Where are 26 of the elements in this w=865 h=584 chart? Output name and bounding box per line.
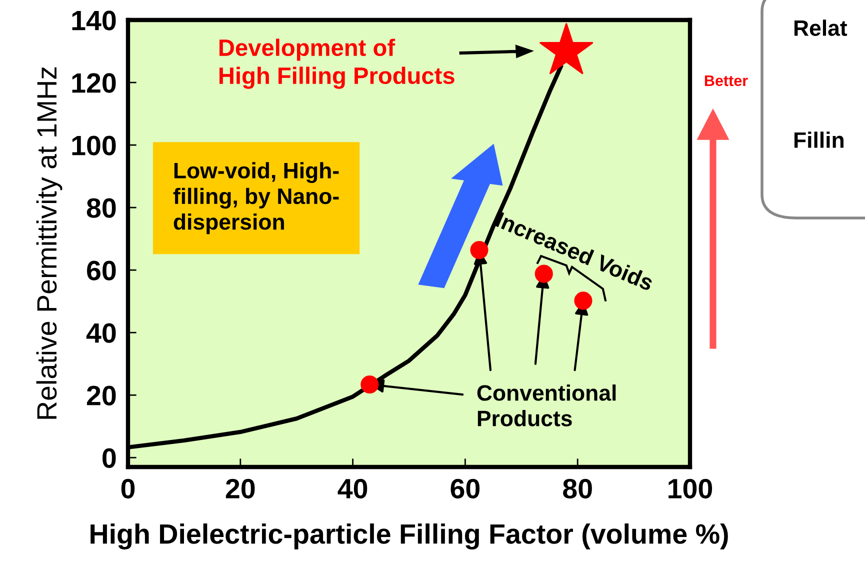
y-tick-label: 20	[86, 386, 116, 406]
x-tick-label: 40	[338, 478, 368, 499]
y-tick-label: 140	[72, 10, 116, 30]
annotation: Low-void, High- filling, by Nano- dispersion	[173, 162, 339, 234]
x-tick-label: 20	[226, 478, 255, 499]
y-tick-label: 60	[87, 260, 116, 280]
y-tick-label: 100	[72, 136, 116, 156]
point	[574, 292, 592, 310]
y-tick-label: 40	[86, 323, 116, 343]
x-tick-label: 100	[668, 478, 712, 499]
y-tick-label: 120	[72, 73, 116, 93]
y-axis-title: Relative Permittivity at 1MHz	[36, 67, 62, 419]
annotation: Development of High Filling Products	[220, 38, 454, 89]
x-axis-title: High Dielectric-particle Filling Factor (volume %)	[90, 523, 728, 550]
text: Fillin	[794, 132, 844, 148]
x-tick-label: 0	[121, 478, 135, 499]
x-tick-label: 60	[450, 478, 480, 499]
text: Better	[704, 75, 748, 86]
point	[534, 264, 553, 283]
point	[539, 22, 594, 74]
x-tick-label: 80	[563, 478, 592, 499]
annotation: Conventional Products	[477, 384, 616, 426]
y-tick-label: 0	[102, 448, 116, 468]
point	[360, 375, 379, 394]
y-tick-label: 80	[86, 198, 116, 218]
text: Relat	[794, 20, 848, 36]
